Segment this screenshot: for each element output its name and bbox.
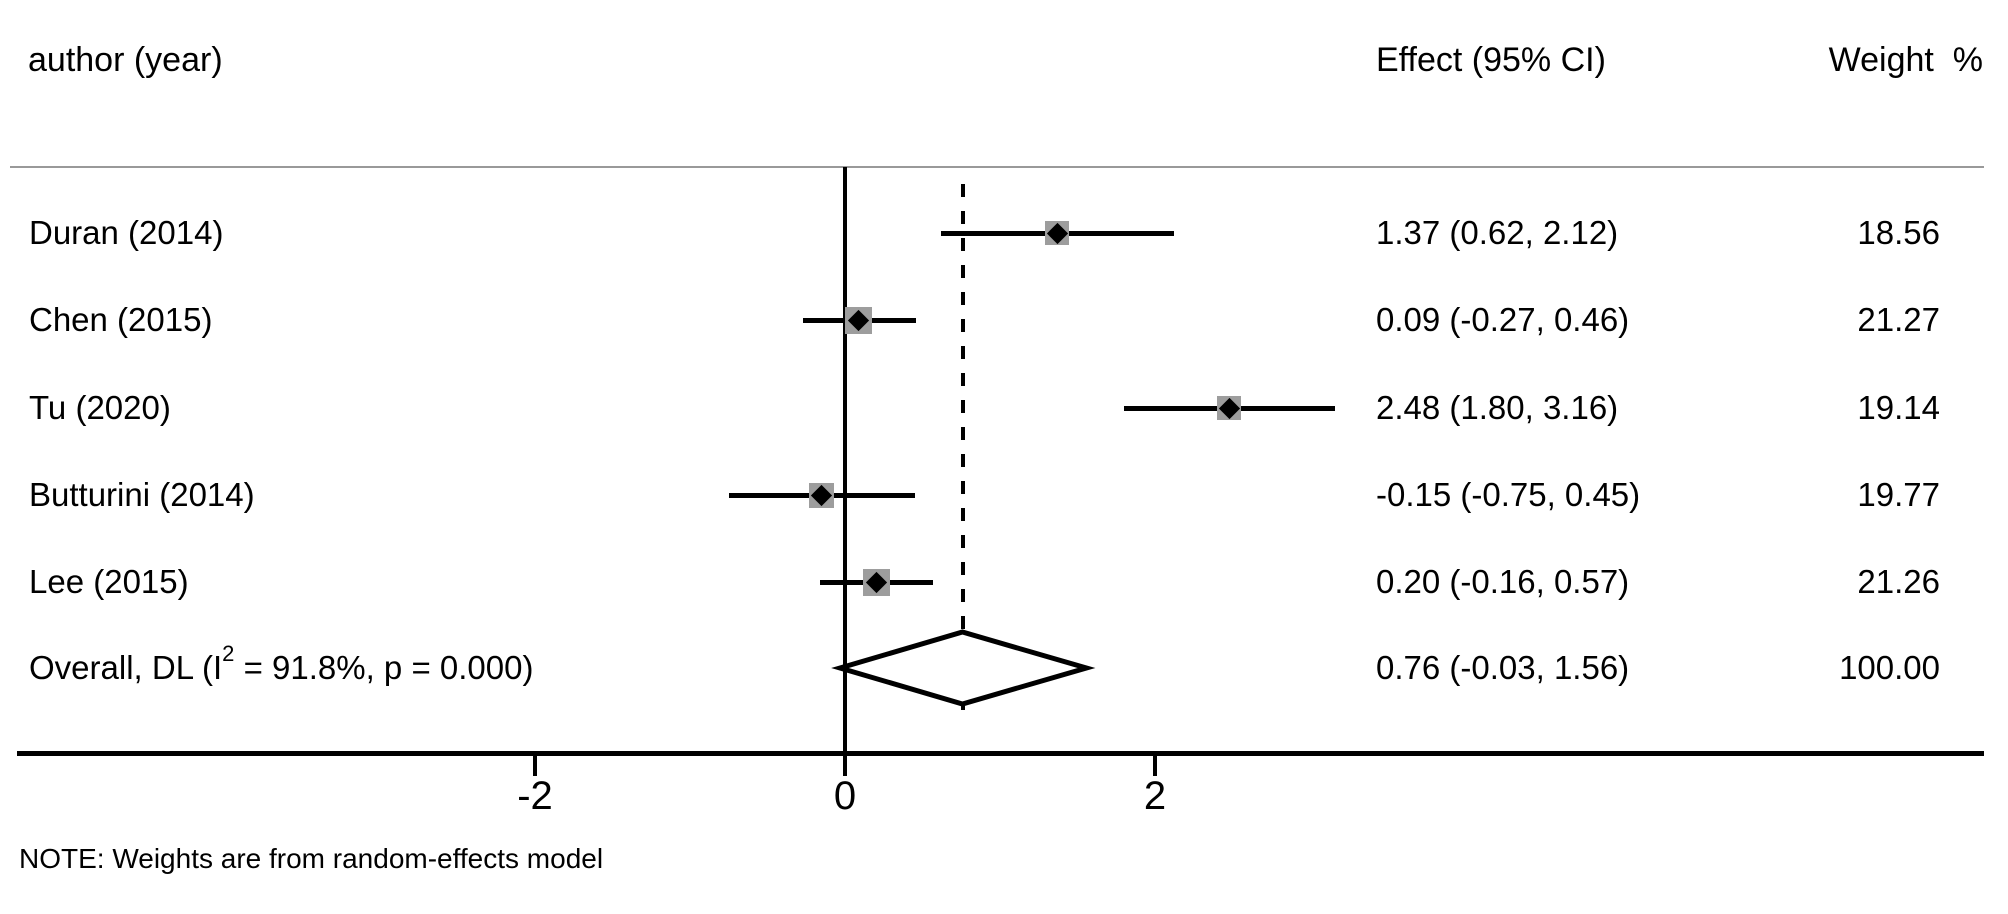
study-label: Lee (2015) — [29, 563, 189, 600]
study-weight-text: 21.26 — [1857, 563, 1940, 600]
column-header-effect: Effect (95% CI) — [1376, 41, 1606, 79]
x-axis-line — [17, 751, 1984, 756]
zero-line — [843, 167, 847, 753]
x-axis-tick-label: 2 — [1143, 774, 1167, 818]
study-label: Tu (2020) — [29, 389, 171, 426]
study-weight-text: 19.14 — [1857, 389, 1940, 426]
overall-dashed-line — [960, 184, 965, 712]
x-axis-tick — [1153, 756, 1157, 776]
x-axis-tick-label: -2 — [517, 774, 553, 818]
study-effect-text: 1.37 (0.62, 2.12) — [1376, 214, 1619, 251]
x-axis-tick — [843, 756, 847, 776]
overall-label-prefix: Overall, DL (I — [29, 649, 223, 686]
study-weight-text: 19.77 — [1857, 476, 1940, 513]
study-effect-text: 0.09 (-0.27, 0.46) — [1376, 301, 1630, 338]
study-weight-text: 21.27 — [1857, 301, 1940, 338]
overall-weight-text: 100.00 — [1839, 649, 1940, 686]
overall-diamond — [831, 629, 1096, 707]
study-label: Duran (2014) — [29, 214, 224, 251]
study-label: Butturini (2014) — [29, 476, 255, 513]
overall-label: Overall, DL (I2 = 91.8%, p = 0.000) — [29, 643, 534, 690]
study-effect-text: -0.15 (-0.75, 0.45) — [1376, 476, 1641, 513]
study-effect-text: 2.48 (1.80, 3.16) — [1376, 389, 1619, 426]
header-rule — [10, 166, 1984, 168]
overall-label-superscript: 2 — [222, 641, 235, 666]
x-axis-tick-label: 0 — [833, 774, 857, 818]
overall-label-suffix: = 91.8%, p = 0.000) — [234, 649, 534, 686]
column-header-study: author (year) — [28, 41, 223, 79]
study-label: Chen (2015) — [29, 301, 213, 338]
x-axis-tick — [533, 756, 537, 776]
overall-effect-text: 0.76 (-0.03, 1.56) — [1376, 649, 1630, 686]
column-header-weight: Weight % — [1828, 41, 1983, 79]
study-effect-text: 0.20 (-0.16, 0.57) — [1376, 563, 1630, 600]
study-weight-text: 18.56 — [1857, 214, 1940, 251]
random-effects-note: NOTE: Weights are from random-effects mo… — [19, 843, 604, 874]
